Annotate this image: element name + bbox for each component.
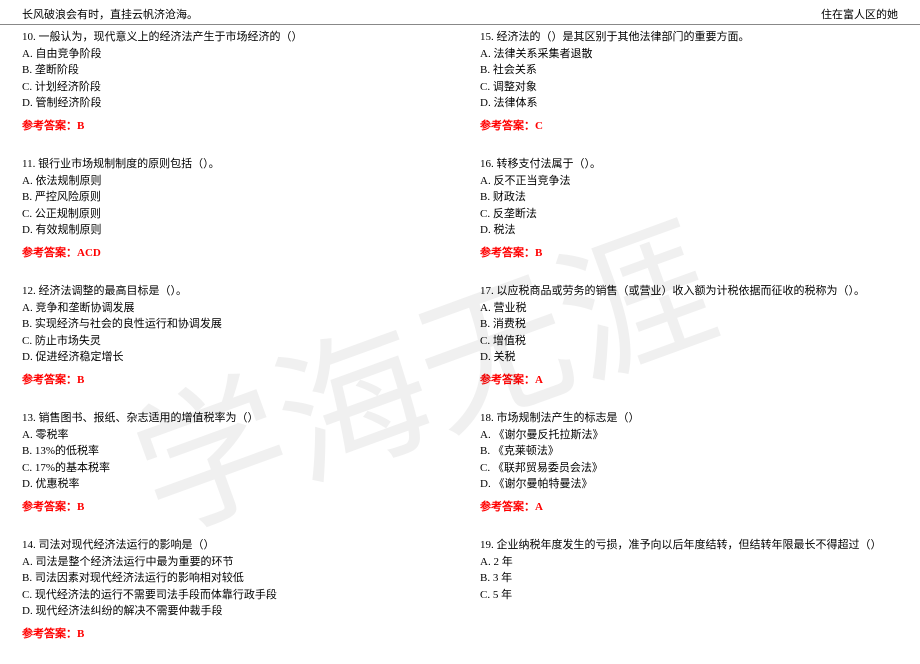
question-option: B. 财政法 xyxy=(480,189,898,206)
question-option: A. 零税率 xyxy=(22,427,440,444)
content-columns: 10. 一般认为，现代意义上的经济法产生于市场经济的（）A. 自由竞争阶段B. … xyxy=(0,25,920,664)
question-option: C. 公正规制原则 xyxy=(22,206,440,223)
question-option: C. 17%的基本税率 xyxy=(22,460,440,477)
question-option: B. 实现经济与社会的良性运行和协调发展 xyxy=(22,316,440,333)
question-option: A. 营业税 xyxy=(480,300,898,317)
right-column: 15. 经济法的（）是其区别于其他法律部门的重要方面。A. 法律关系采集者退散B… xyxy=(480,29,898,664)
question-option: A. 《谢尔曼反托拉斯法》 xyxy=(480,427,898,444)
question-option: C. 增值税 xyxy=(480,333,898,350)
question: 15. 经济法的（）是其区别于其他法律部门的重要方面。A. 法律关系采集者退散B… xyxy=(480,29,898,134)
question-option: A. 自由竞争阶段 xyxy=(22,46,440,63)
question-option: B. 严控风险原则 xyxy=(22,189,440,206)
question: 18. 市场规制法产生的标志是（）A. 《谢尔曼反托拉斯法》B. 《克莱顿法》C… xyxy=(480,410,898,515)
question: 16. 转移支付法属于（）。A. 反不正当竞争法B. 财政法C. 反垄断法D. … xyxy=(480,156,898,261)
question-option: B. 13%的低税率 xyxy=(22,443,440,460)
question-option: B. 3 年 xyxy=(480,570,898,587)
answer-text: 参考答案：B xyxy=(22,118,440,135)
answer-text: 参考答案：B xyxy=(22,372,440,389)
question-option: A. 竞争和垄断协调发展 xyxy=(22,300,440,317)
page-header: 长风破浪会有时，直挂云帆济沧海。 住在富人区的她 xyxy=(0,0,920,25)
question-stem: 19. 企业纳税年度发生的亏损，准予向以后年度结转，但结转年限最长不得超过（） xyxy=(480,537,898,554)
question-option: C. 调整对象 xyxy=(480,79,898,96)
question-option: D. 税法 xyxy=(480,222,898,239)
question-stem: 11. 银行业市场规制制度的原则包括（）。 xyxy=(22,156,440,173)
header-left: 长风破浪会有时，直挂云帆济沧海。 xyxy=(22,6,198,22)
question-option: D. 法律体系 xyxy=(480,95,898,112)
question-option: B. 垄断阶段 xyxy=(22,62,440,79)
answer-text: 参考答案：A xyxy=(480,499,898,516)
question-option: A. 司法是整个经济法运行中最为重要的环节 xyxy=(22,554,440,571)
question: 17. 以应税商品或劳务的销售（或营业）收入额为计税依据而征收的税称为（）。A.… xyxy=(480,283,898,388)
answer-text: 参考答案：A xyxy=(480,372,898,389)
question-option: C. 《联邦贸易委员会法》 xyxy=(480,460,898,477)
left-column: 10. 一般认为，现代意义上的经济法产生于市场经济的（）A. 自由竞争阶段B. … xyxy=(22,29,440,664)
question-option: D. 《谢尔曼帕特曼法》 xyxy=(480,476,898,493)
question-stem: 18. 市场规制法产生的标志是（） xyxy=(480,410,898,427)
question-option: B. 社会关系 xyxy=(480,62,898,79)
answer-text: 参考答案：B xyxy=(480,245,898,262)
question-option: C. 反垄断法 xyxy=(480,206,898,223)
question-stem: 15. 经济法的（）是其区别于其他法律部门的重要方面。 xyxy=(480,29,898,46)
question-option: C. 5 年 xyxy=(480,587,898,604)
question-option: D. 关税 xyxy=(480,349,898,366)
question-option: B. 司法因素对现代经济法运行的影响相对较低 xyxy=(22,570,440,587)
question: 11. 银行业市场规制制度的原则包括（）。A. 依法规制原则B. 严控风险原则C… xyxy=(22,156,440,261)
question-option: A. 法律关系采集者退散 xyxy=(480,46,898,63)
question-option: C. 计划经济阶段 xyxy=(22,79,440,96)
question: 19. 企业纳税年度发生的亏损，准予向以后年度结转，但结转年限最长不得超过（）A… xyxy=(480,537,898,603)
question-stem: 12. 经济法调整的最高目标是（）。 xyxy=(22,283,440,300)
question-option: D. 优惠税率 xyxy=(22,476,440,493)
question-option: D. 有效规制原则 xyxy=(22,222,440,239)
question-option: A. 2 年 xyxy=(480,554,898,571)
answer-text: 参考答案：ACD xyxy=(22,245,440,262)
question: 10. 一般认为，现代意义上的经济法产生于市场经济的（）A. 自由竞争阶段B. … xyxy=(22,29,440,134)
answer-text: 参考答案：B xyxy=(22,499,440,516)
question-option: C. 防止市场失灵 xyxy=(22,333,440,350)
question: 13. 销售图书、报纸、杂志适用的增值税率为（）A. 零税率B. 13%的低税率… xyxy=(22,410,440,515)
question-option: D. 管制经济阶段 xyxy=(22,95,440,112)
question-stem: 14. 司法对现代经济法运行的影响是（） xyxy=(22,537,440,554)
answer-text: 参考答案：C xyxy=(480,118,898,135)
question: 14. 司法对现代经济法运行的影响是（）A. 司法是整个经济法运行中最为重要的环… xyxy=(22,537,440,642)
question-option: B. 消费税 xyxy=(480,316,898,333)
answer-text: 参考答案：B xyxy=(22,626,440,643)
header-right: 住在富人区的她 xyxy=(821,6,898,22)
question-option: D. 现代经济法纠纷的解决不需要仲裁手段 xyxy=(22,603,440,620)
question-stem: 16. 转移支付法属于（）。 xyxy=(480,156,898,173)
question-option: C. 现代经济法的运行不需要司法手段而体靠行政手段 xyxy=(22,587,440,604)
question-option: A. 依法规制原则 xyxy=(22,173,440,190)
question-stem: 10. 一般认为，现代意义上的经济法产生于市场经济的（） xyxy=(22,29,440,46)
question: 12. 经济法调整的最高目标是（）。A. 竞争和垄断协调发展B. 实现经济与社会… xyxy=(22,283,440,388)
question-stem: 13. 销售图书、报纸、杂志适用的增值税率为（） xyxy=(22,410,440,427)
question-option: B. 《克莱顿法》 xyxy=(480,443,898,460)
question-option: A. 反不正当竞争法 xyxy=(480,173,898,190)
question-stem: 17. 以应税商品或劳务的销售（或营业）收入额为计税依据而征收的税称为（）。 xyxy=(480,283,898,300)
question-option: D. 促进经济稳定增长 xyxy=(22,349,440,366)
